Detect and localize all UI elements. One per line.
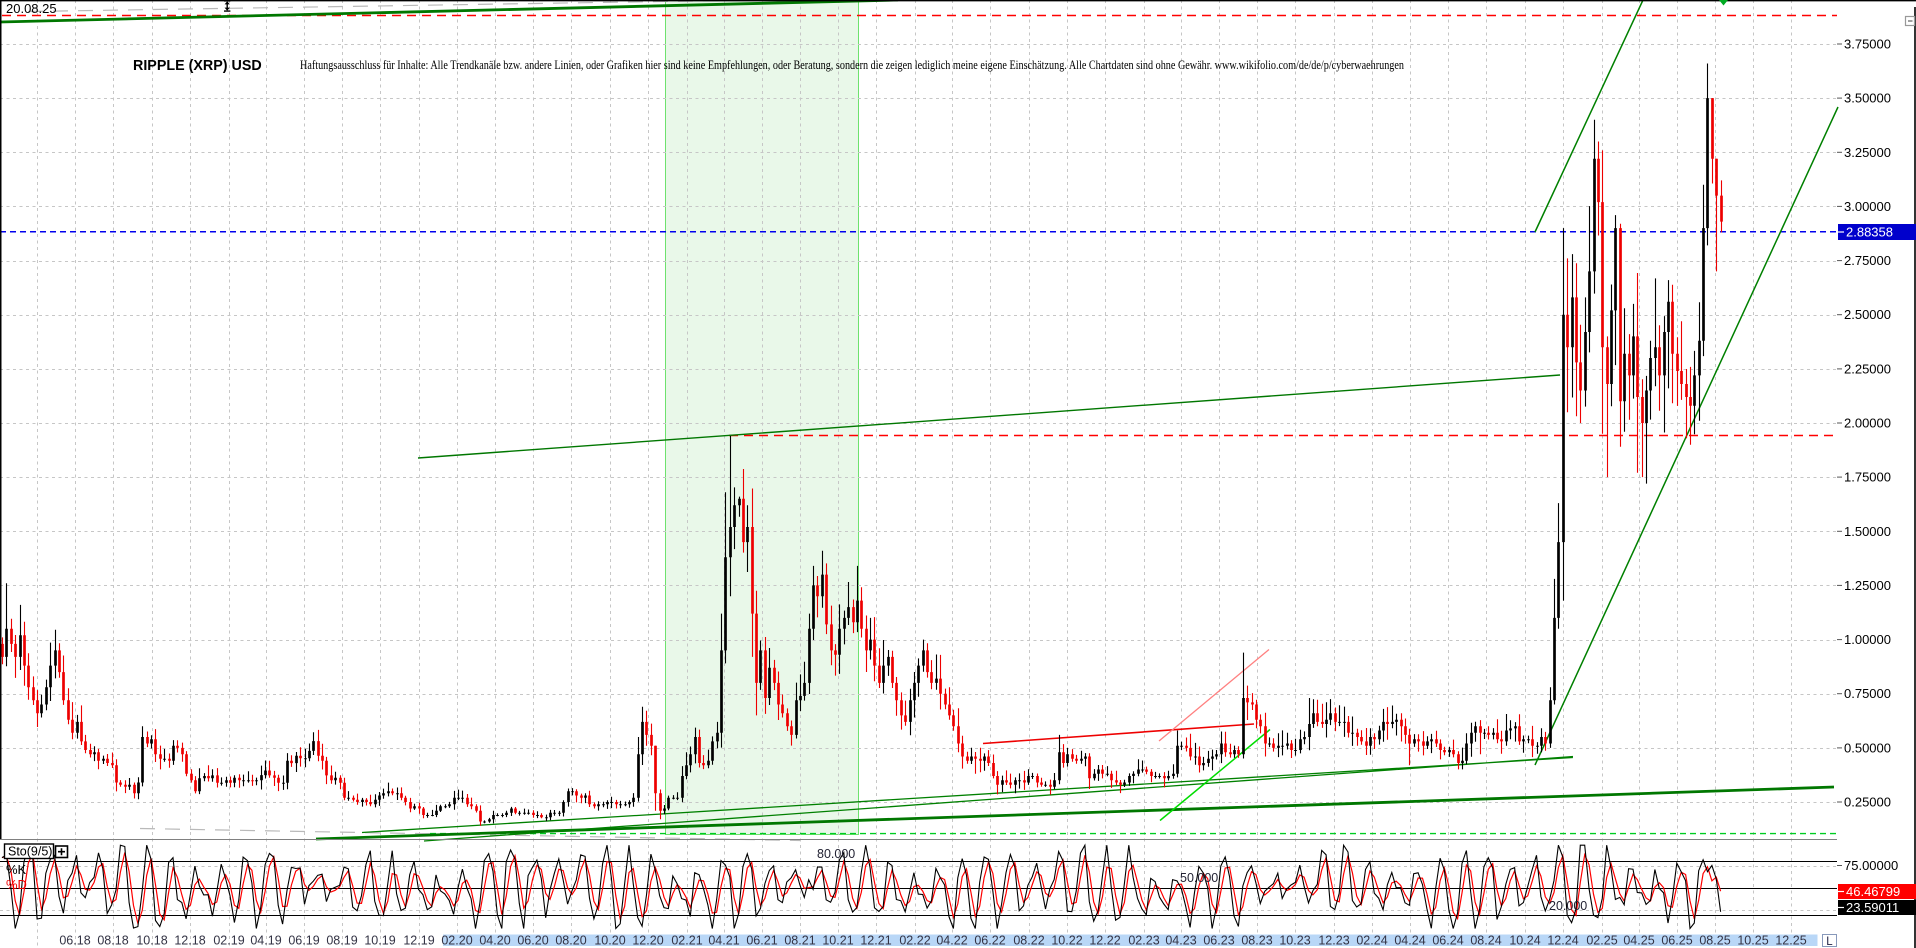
svg-text:08.19: 08.19 — [326, 934, 357, 948]
svg-text:10.20: 10.20 — [594, 934, 625, 948]
svg-text:06.20: 06.20 — [517, 934, 548, 948]
svg-text:06.21: 06.21 — [746, 934, 777, 948]
svg-text:Haftungsausschluss für Inhalte: Haftungsausschluss für Inhalte: Alle Tre… — [300, 58, 1404, 72]
svg-text:0.25000: 0.25000 — [1844, 795, 1891, 810]
svg-text:08.25: 08.25 — [1699, 934, 1730, 948]
svg-text:04.25: 04.25 — [1623, 934, 1654, 948]
svg-text:06.25: 06.25 — [1661, 934, 1692, 948]
svg-text:12.21: 12.21 — [860, 934, 891, 948]
svg-text:08.24: 08.24 — [1470, 934, 1501, 948]
svg-text:10.24: 10.24 — [1509, 934, 1540, 948]
svg-text:04.19: 04.19 — [250, 934, 281, 948]
svg-text:02.21: 02.21 — [671, 934, 702, 948]
svg-text:%D: %D — [6, 877, 27, 892]
svg-text:80.000: 80.000 — [817, 847, 855, 861]
svg-text:06.22: 06.22 — [974, 934, 1005, 948]
svg-text:10.21: 10.21 — [822, 934, 853, 948]
svg-text:%K: %K — [6, 862, 27, 877]
svg-text:3.75000: 3.75000 — [1844, 37, 1891, 52]
svg-text:L: L — [1826, 936, 1833, 948]
svg-text:10.18: 10.18 — [136, 934, 167, 948]
svg-text:1.25000: 1.25000 — [1844, 578, 1891, 593]
svg-text:RIPPLE (XRP) USD: RIPPLE (XRP) USD — [133, 58, 262, 74]
svg-text:12.24: 12.24 — [1547, 934, 1578, 948]
svg-text:04.20: 04.20 — [479, 934, 510, 948]
svg-text:0.50000: 0.50000 — [1844, 740, 1891, 755]
svg-text:10.23: 10.23 — [1279, 934, 1310, 948]
svg-text:50.000: 50.000 — [1180, 871, 1218, 885]
svg-text:06.19: 06.19 — [288, 934, 319, 948]
svg-text:10.22: 10.22 — [1051, 934, 1082, 948]
svg-text:08.21: 08.21 — [784, 934, 815, 948]
svg-text:2.88358: 2.88358 — [1846, 225, 1893, 240]
svg-text:12.20: 12.20 — [632, 934, 663, 948]
svg-text:12.18: 12.18 — [174, 934, 205, 948]
svg-text:1.50000: 1.50000 — [1844, 524, 1891, 539]
svg-text:06.24: 06.24 — [1432, 934, 1463, 948]
svg-text:3.50000: 3.50000 — [1844, 91, 1891, 106]
svg-text:Sto(9/5): Sto(9/5) — [8, 845, 52, 859]
svg-text:46.46799: 46.46799 — [1846, 884, 1900, 899]
svg-text:12.23: 12.23 — [1318, 934, 1349, 948]
svg-text:2.25000: 2.25000 — [1844, 361, 1891, 376]
svg-text:02.20: 02.20 — [441, 934, 472, 948]
svg-text:08.22: 08.22 — [1013, 934, 1044, 948]
svg-text:02.22: 02.22 — [899, 934, 930, 948]
svg-text:0.75000: 0.75000 — [1844, 686, 1891, 701]
svg-text:10.19: 10.19 — [364, 934, 395, 948]
svg-text:3.00000: 3.00000 — [1844, 199, 1891, 214]
svg-text:75.00000: 75.00000 — [1844, 858, 1898, 873]
svg-text:08.20: 08.20 — [555, 934, 586, 948]
svg-text:23.59011: 23.59011 — [1846, 900, 1899, 915]
svg-text:06.18: 06.18 — [59, 934, 90, 948]
svg-text:3.25000: 3.25000 — [1844, 145, 1891, 160]
svg-text:12.25: 12.25 — [1775, 934, 1806, 948]
svg-text:08.23: 08.23 — [1241, 934, 1272, 948]
svg-text:2.50000: 2.50000 — [1844, 307, 1891, 322]
svg-text:02.25: 02.25 — [1586, 934, 1617, 948]
svg-text:20.08.25: 20.08.25 — [6, 1, 57, 16]
svg-text:04.24: 04.24 — [1394, 934, 1425, 948]
svg-text:02.23: 02.23 — [1128, 934, 1159, 948]
svg-text:04.21: 04.21 — [708, 934, 739, 948]
svg-text:1.00000: 1.00000 — [1844, 632, 1891, 647]
svg-text:2.75000: 2.75000 — [1844, 253, 1891, 268]
svg-text:02.19: 02.19 — [213, 934, 244, 948]
svg-text:12.19: 12.19 — [403, 934, 434, 948]
svg-text:2.00000: 2.00000 — [1844, 416, 1891, 431]
svg-text:04.23: 04.23 — [1165, 934, 1196, 948]
svg-text:04.22: 04.22 — [936, 934, 967, 948]
svg-text:10.25: 10.25 — [1737, 934, 1768, 948]
svg-text:06.23: 06.23 — [1203, 934, 1234, 948]
svg-text:1.75000: 1.75000 — [1844, 470, 1891, 485]
svg-text:08.18: 08.18 — [97, 934, 128, 948]
svg-text:12.22: 12.22 — [1089, 934, 1120, 948]
svg-text:02.24: 02.24 — [1356, 934, 1387, 948]
svg-text:20.000: 20.000 — [1549, 899, 1587, 913]
